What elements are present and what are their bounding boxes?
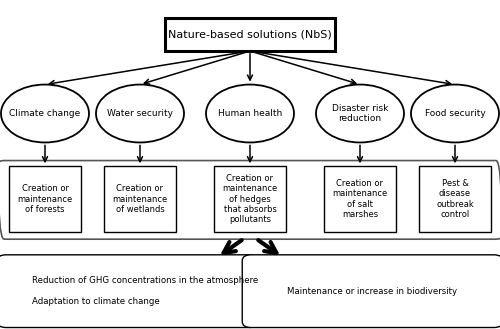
FancyBboxPatch shape: [242, 255, 500, 327]
Text: Water security: Water security: [107, 109, 173, 118]
FancyBboxPatch shape: [0, 255, 258, 327]
Circle shape: [411, 85, 499, 142]
Text: Creation or
maintenance
of salt
marshes: Creation or maintenance of salt marshes: [332, 179, 388, 219]
FancyBboxPatch shape: [165, 18, 335, 51]
Text: Human health: Human health: [218, 109, 282, 118]
Text: Creation or
maintenance
of hedges
that absorbs
pollutants: Creation or maintenance of hedges that a…: [222, 174, 278, 224]
Text: Reduction of GHG concentrations in the atmosphere

Adaptation to climate change: Reduction of GHG concentrations in the a…: [32, 276, 259, 306]
Text: Creation or
maintenance
of wetlands: Creation or maintenance of wetlands: [112, 184, 168, 214]
Text: Maintenance or increase in biodiversity: Maintenance or increase in biodiversity: [288, 287, 458, 296]
Text: Climate change: Climate change: [10, 109, 81, 118]
Text: Nature-based solutions (NbS): Nature-based solutions (NbS): [168, 30, 332, 39]
FancyBboxPatch shape: [104, 166, 176, 232]
FancyBboxPatch shape: [419, 166, 491, 232]
Text: Food security: Food security: [424, 109, 486, 118]
FancyBboxPatch shape: [324, 166, 396, 232]
Text: Disaster risk
reduction: Disaster risk reduction: [332, 104, 388, 123]
FancyBboxPatch shape: [214, 166, 286, 232]
Circle shape: [316, 85, 404, 142]
Circle shape: [206, 85, 294, 142]
Text: Pest &
disease
outbreak
control: Pest & disease outbreak control: [436, 179, 474, 219]
Circle shape: [96, 85, 184, 142]
FancyBboxPatch shape: [9, 166, 81, 232]
Text: Creation or
maintenance
of forests: Creation or maintenance of forests: [18, 184, 72, 214]
Circle shape: [1, 85, 89, 142]
